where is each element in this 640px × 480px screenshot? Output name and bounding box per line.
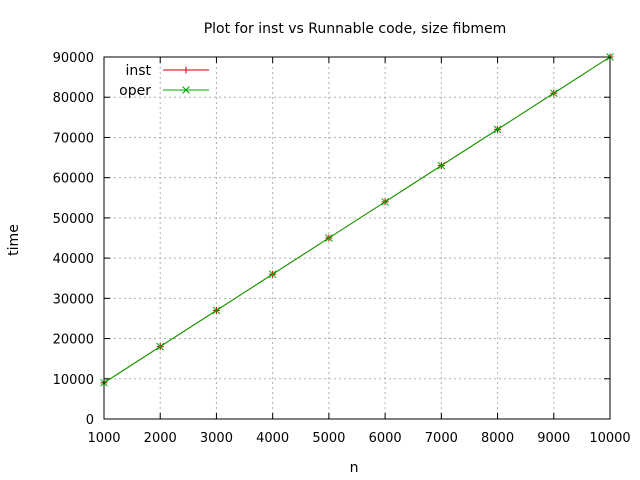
x-tick-label: 4000 — [256, 431, 289, 446]
data-point-oper — [156, 342, 165, 351]
y-axis-label: time — [6, 224, 22, 256]
y-tick-label: 40000 — [53, 252, 94, 267]
plot-area-border — [103, 56, 611, 420]
legend-marker-inst — [182, 66, 190, 74]
data-point-oper — [381, 197, 389, 206]
y-tick-label: 90000 — [53, 51, 94, 66]
legend: inst oper — [119, 63, 209, 99]
series-lines — [103, 56, 611, 384]
x-tick-label: 9000 — [537, 431, 570, 446]
x-tick-label: 1000 — [87, 431, 120, 446]
y-tick-label: 20000 — [53, 333, 94, 348]
data-point-oper — [212, 306, 221, 315]
x-tick-label: 6000 — [369, 431, 402, 446]
y-tick-label: 30000 — [53, 292, 94, 307]
x-axis-label: n — [350, 460, 359, 476]
y-tick-label: 10000 — [53, 373, 94, 388]
y-axis-ticks: 0 10000 20000 30000 40000 50000 60000 70000 8000… — [53, 51, 610, 428]
legend-label-inst: inst — [125, 63, 151, 79]
legend-label-oper: oper — [119, 83, 151, 99]
legend-marker-oper — [182, 86, 190, 94]
x-tick-label: 10000 — [589, 431, 630, 446]
series-line-oper — [103, 56, 611, 384]
x-tick-label: 3000 — [200, 431, 233, 446]
data-point-oper — [268, 270, 277, 279]
data-point-oper — [549, 89, 558, 98]
x-tick-label: 5000 — [312, 431, 345, 446]
chart-title: Plot for inst vs Runnable code, size fib… — [204, 21, 507, 37]
x-tick-label: 8000 — [481, 431, 514, 446]
data-point-oper — [325, 234, 333, 242]
x-axis-ticks: 1000 2000 3000 4000 5000 6000 7000 8000 9000 1000… — [87, 57, 631, 446]
data-point-oper — [493, 125, 502, 134]
y-tick-label: 80000 — [53, 91, 94, 106]
data-point-oper — [437, 161, 446, 170]
y-tick-label: 0 — [86, 413, 94, 428]
grid — [104, 57, 610, 419]
x-tick-label: 7000 — [425, 431, 458, 446]
y-tick-label: 50000 — [53, 212, 94, 227]
y-tick-label: 70000 — [53, 131, 94, 146]
y-tick-label: 60000 — [53, 172, 94, 187]
x-tick-label: 2000 — [144, 431, 177, 446]
